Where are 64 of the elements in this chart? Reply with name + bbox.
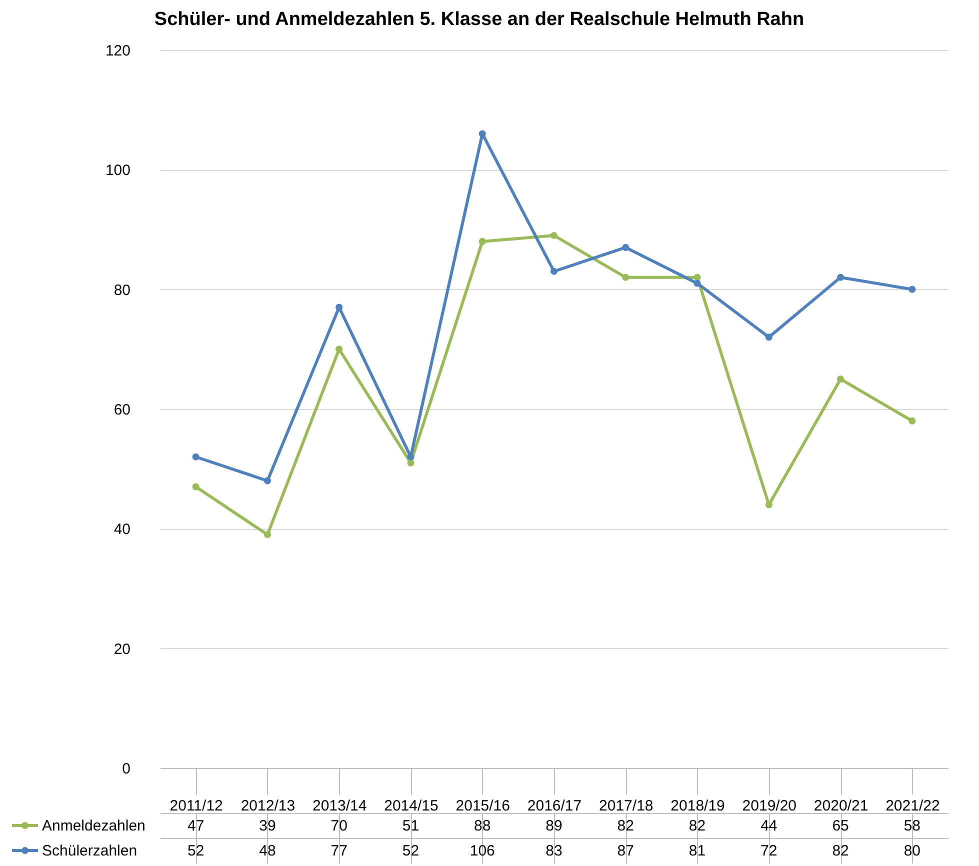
data-label: 52 xyxy=(187,842,204,860)
point xyxy=(908,417,916,424)
x-tick-label: 2020/21 xyxy=(814,798,868,814)
x-tick-label: 2011/12 xyxy=(170,798,223,814)
data-label: 47 xyxy=(187,818,204,834)
x-tick-label: 2016/17 xyxy=(527,798,582,814)
point xyxy=(765,501,772,508)
data-label: 88 xyxy=(474,818,491,834)
x-tick-label: 2021/22 xyxy=(886,798,940,814)
data-label: 106 xyxy=(470,842,495,860)
data-label: 65 xyxy=(832,818,849,834)
point xyxy=(407,453,414,460)
point xyxy=(837,274,844,281)
y-tick-label: 60 xyxy=(114,402,130,418)
data-label: 82 xyxy=(617,818,634,834)
x-tick-label: 2014/15 xyxy=(384,798,438,814)
data-label: 51 xyxy=(402,818,420,834)
x-tick-label: 2015/16 xyxy=(456,798,510,814)
x-tick-label: 2012/13 xyxy=(240,798,296,814)
point xyxy=(765,334,772,341)
data-label: 52 xyxy=(402,842,420,860)
data-label: 81 xyxy=(688,842,706,860)
data-label: 82 xyxy=(832,842,849,860)
point xyxy=(407,459,414,466)
x-tick-label: 2013/14 xyxy=(312,798,367,814)
point xyxy=(478,238,486,245)
point xyxy=(478,130,486,138)
data-label: 80 xyxy=(904,842,921,860)
point xyxy=(694,274,701,281)
point xyxy=(550,232,558,240)
data-label: 89 xyxy=(546,818,562,834)
y-tick-label: 40 xyxy=(114,521,130,538)
y-tick-label: 120 xyxy=(105,42,130,60)
point xyxy=(192,483,200,490)
y-tick-label: 0 xyxy=(122,760,130,778)
data-label: 44 xyxy=(760,818,778,834)
y-tick-label: 80 xyxy=(114,282,130,299)
point xyxy=(908,286,916,293)
data-label: 70 xyxy=(330,818,348,834)
legend-label: Schülerzahlen xyxy=(42,842,138,860)
x-tick-label: 2017/18 xyxy=(599,798,654,814)
point xyxy=(694,280,701,287)
y-tick-label: 20 xyxy=(114,640,130,658)
x-tick-label: 2018/19 xyxy=(670,798,725,814)
data-label: 48 xyxy=(259,842,276,860)
data-label: 87 xyxy=(617,842,634,860)
point xyxy=(550,268,558,275)
point xyxy=(264,477,271,484)
point xyxy=(837,376,844,383)
legend-label: Anmeldezahlen xyxy=(42,818,146,834)
x-tick-label: 2019/20 xyxy=(742,798,797,814)
data-label: 72 xyxy=(760,842,778,860)
data-label: 39 xyxy=(259,818,276,834)
data-label: 83 xyxy=(546,842,562,860)
chart-title: Schüler- und Anmeldezahlen 5. Klasse an der Realschule Helmuth Rahn xyxy=(154,9,804,30)
point xyxy=(622,244,630,251)
point xyxy=(622,274,630,281)
point xyxy=(336,346,343,353)
point xyxy=(192,453,200,460)
data-label: 58 xyxy=(904,818,921,834)
data-label: 82 xyxy=(688,818,706,834)
data-label: 77 xyxy=(330,842,348,860)
point xyxy=(264,531,271,538)
y-tick-label: 100 xyxy=(105,162,130,180)
